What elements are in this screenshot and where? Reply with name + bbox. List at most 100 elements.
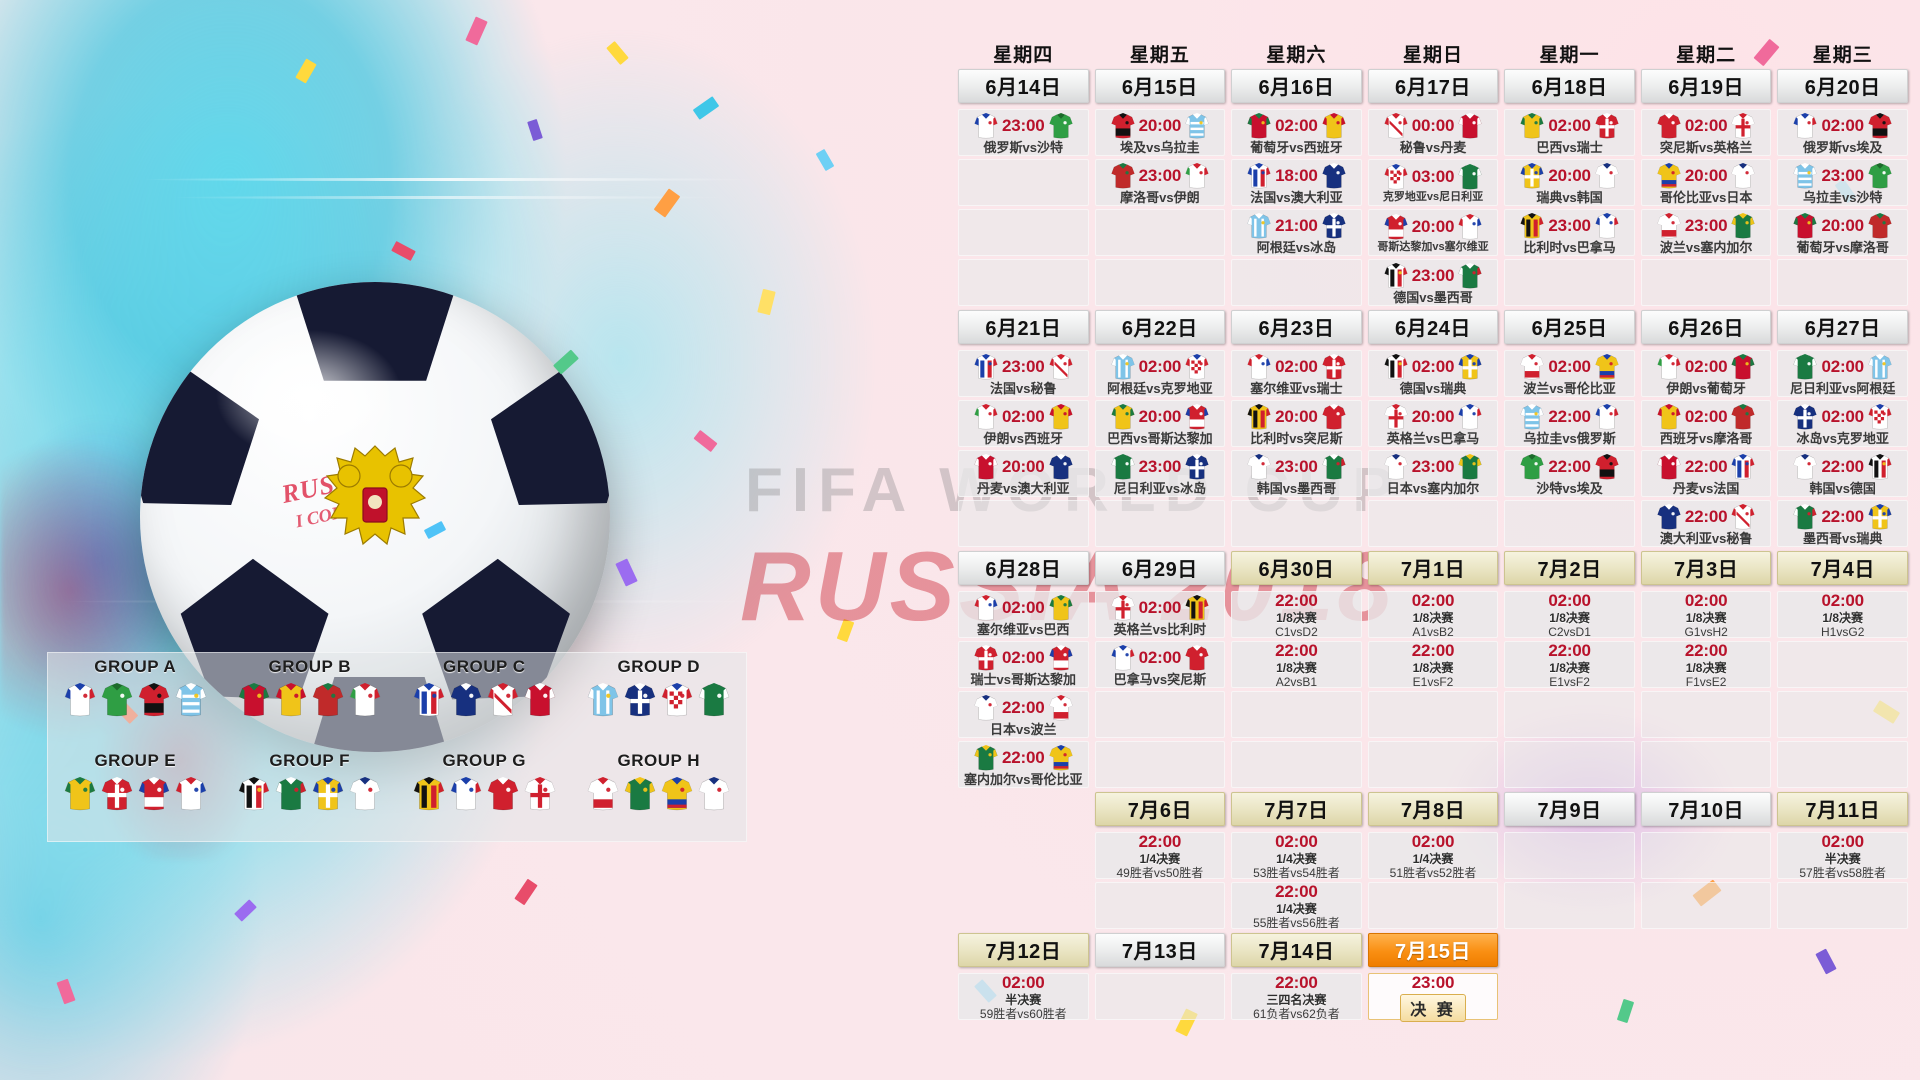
- match-cell[interactable]: 22:00 韩国vs德国: [1777, 450, 1908, 497]
- match-cell[interactable]: 00:00 秘鲁vs丹麦: [1367, 109, 1499, 156]
- date-label[interactable]: 6月20日: [1777, 69, 1908, 103]
- group-panel-group-h[interactable]: GROUP H: [572, 747, 747, 841]
- date-label[interactable]: 6月26日: [1640, 310, 1772, 344]
- match-cell[interactable]: 22:00 1/4决赛 55胜者vs56胜者: [1231, 882, 1362, 930]
- match-cell[interactable]: 02:00 半决赛 57胜者vs58胜者: [1777, 832, 1908, 880]
- match-cell[interactable]: 02:00 尼日利亚vs阿根廷: [1777, 350, 1908, 397]
- match-cell[interactable]: 20:00 英格兰vs巴拿马: [1367, 400, 1499, 447]
- match-cell[interactable]: 02:00 葡萄牙vs西班牙: [1231, 109, 1362, 156]
- match-cell[interactable]: 23:00 俄罗斯vs沙特: [958, 109, 1089, 156]
- date-label[interactable]: 6月18日: [1504, 69, 1635, 103]
- match-cell[interactable]: 20:00 丹麦vs澳大利亚: [958, 450, 1089, 497]
- date-label[interactable]: 6月30日: [1231, 551, 1362, 585]
- date-label[interactable]: 6月17日: [1367, 69, 1499, 103]
- match-cell[interactable]: 02:00 半决赛 59胜者vs60胜者: [958, 973, 1089, 1021]
- match-cell[interactable]: 23:00 德国vs墨西哥: [1367, 259, 1499, 306]
- match-cell[interactable]: 02:00 西班牙vs摩洛哥: [1640, 400, 1772, 447]
- date-label[interactable]: 6月23日: [1231, 310, 1362, 344]
- match-cell[interactable]: 20:00 巴西vs哥斯达黎加: [1094, 400, 1226, 447]
- match-cell[interactable]: 22:00 沙特vs埃及: [1504, 450, 1635, 497]
- date-label[interactable]: 6月19日: [1640, 69, 1772, 103]
- match-cell[interactable]: 02:00 巴拿马vs突尼斯: [1094, 641, 1226, 688]
- match-cell[interactable]: 02:00 伊朗vs葡萄牙: [1640, 350, 1772, 397]
- match-cell[interactable]: 23:00 决 赛: [1367, 973, 1499, 1022]
- match-cell[interactable]: 23:00 乌拉圭vs沙特: [1777, 159, 1908, 206]
- date-label[interactable]: 7月2日: [1504, 551, 1635, 585]
- match-cell[interactable]: 02:00 塞尔维亚vs瑞士: [1231, 350, 1362, 397]
- group-panel-group-a[interactable]: GROUP A: [48, 653, 223, 747]
- match-cell[interactable]: 23:00 摩洛哥vs伊朗: [1094, 159, 1226, 206]
- match-cell[interactable]: 20:00 比利时vs突尼斯: [1231, 400, 1362, 447]
- group-panel-group-g[interactable]: GROUP G: [397, 747, 572, 841]
- match-cell[interactable]: 02:00 突尼斯vs英格兰: [1640, 109, 1772, 156]
- match-cell[interactable]: 02:00 塞尔维亚vs巴西: [958, 591, 1089, 638]
- match-cell[interactable]: 22:00 日本vs波兰: [958, 691, 1089, 738]
- match-cell[interactable]: 02:00 德国vs瑞典: [1367, 350, 1499, 397]
- match-cell[interactable]: 22:00 墨西哥vs瑞典: [1777, 500, 1908, 547]
- match-cell[interactable]: 23:00 尼日利亚vs冰岛: [1094, 450, 1226, 497]
- match-cell[interactable]: 02:00 1/4决赛 53胜者vs54胜者: [1231, 832, 1362, 880]
- match-cell[interactable]: 23:00 波兰vs塞内加尔: [1640, 209, 1772, 256]
- date-label[interactable]: 6月16日: [1231, 69, 1362, 103]
- group-panel-group-f[interactable]: GROUP F: [223, 747, 398, 841]
- date-label[interactable]: 6月29日: [1094, 551, 1226, 585]
- group-panel-group-c[interactable]: GROUP C: [397, 653, 572, 747]
- date-label[interactable]: 6月24日: [1367, 310, 1499, 344]
- date-label[interactable]: 7月11日: [1777, 792, 1908, 826]
- match-cell[interactable]: 02:00 1/8决赛 H1vsG2: [1777, 591, 1908, 639]
- match-cell[interactable]: 02:00 1/4决赛 51胜者vs52胜者: [1367, 832, 1499, 880]
- date-label[interactable]: 6月14日: [958, 69, 1089, 103]
- date-label[interactable]: 7月1日: [1367, 551, 1499, 585]
- match-cell[interactable]: 02:00 伊朗vs西班牙: [958, 400, 1089, 447]
- match-cell[interactable]: 20:00 瑞典vs韩国: [1504, 159, 1635, 206]
- group-panel-group-d[interactable]: GROUP D: [572, 653, 747, 747]
- date-label[interactable]: 6月25日: [1504, 310, 1635, 344]
- date-label[interactable]: 7月10日: [1640, 792, 1772, 826]
- match-cell[interactable]: 02:00 英格兰vs比利时: [1094, 591, 1226, 638]
- date-label[interactable]: 6月22日: [1094, 310, 1226, 344]
- match-cell[interactable]: 02:00 俄罗斯vs埃及: [1777, 109, 1908, 156]
- group-panel-group-e[interactable]: GROUP E: [48, 747, 223, 841]
- match-cell[interactable]: 02:00 1/8决赛 A1vsB2: [1367, 591, 1499, 639]
- match-cell[interactable]: 02:00 1/8决赛 C2vsD1: [1504, 591, 1635, 639]
- date-label[interactable]: 7月4日: [1777, 551, 1908, 585]
- date-label[interactable]: 6月21日: [958, 310, 1089, 344]
- match-cell[interactable]: 23:00 日本vs塞内加尔: [1367, 450, 1499, 497]
- match-cell[interactable]: 22:00 1/8决赛 A2vsB1: [1231, 641, 1362, 689]
- date-label[interactable]: 6月28日: [958, 551, 1089, 585]
- match-cell[interactable]: 23:00 法国vs秘鲁: [958, 350, 1089, 397]
- date-label[interactable]: 7月15日: [1367, 933, 1499, 967]
- date-label[interactable]: 7月13日: [1094, 933, 1226, 967]
- match-cell[interactable]: 02:00 冰岛vs克罗地亚: [1777, 400, 1908, 447]
- match-cell[interactable]: 22:00 1/4决赛 49胜者vs50胜者: [1094, 832, 1226, 880]
- date-label[interactable]: 7月9日: [1504, 792, 1635, 826]
- date-label[interactable]: 7月7日: [1231, 792, 1362, 826]
- date-label[interactable]: 7月12日: [958, 933, 1089, 967]
- match-cell[interactable]: 20:00 哥斯达黎加vs塞尔维亚: [1367, 209, 1499, 256]
- date-label[interactable]: 7月14日: [1231, 933, 1362, 967]
- group-panel-group-b[interactable]: GROUP B: [223, 653, 398, 747]
- match-cell[interactable]: 18:00 法国vs澳大利亚: [1231, 159, 1362, 206]
- match-cell[interactable]: 02:00 瑞士vs哥斯达黎加: [958, 641, 1089, 688]
- match-cell[interactable]: 22:00 塞内加尔vs哥伦比亚: [958, 741, 1089, 788]
- match-cell[interactable]: 22:00 丹麦vs法国: [1640, 450, 1772, 497]
- match-cell[interactable]: 02:00 1/8决赛 G1vsH2: [1640, 591, 1772, 639]
- match-cell[interactable]: 23:00 比利时vs巴拿马: [1504, 209, 1635, 256]
- date-label[interactable]: 6月15日: [1094, 69, 1226, 103]
- match-cell[interactable]: 21:00 阿根廷vs冰岛: [1231, 209, 1362, 256]
- match-cell[interactable]: 02:00 巴西vs瑞士: [1504, 109, 1635, 156]
- match-cell[interactable]: 23:00 韩国vs墨西哥: [1231, 450, 1362, 497]
- match-cell[interactable]: 20:00 葡萄牙vs摩洛哥: [1777, 209, 1908, 256]
- match-cell[interactable]: 22:00 乌拉圭vs俄罗斯: [1504, 400, 1635, 447]
- match-cell[interactable]: 22:00 三四名决赛 61负者vs62负者: [1231, 973, 1362, 1021]
- match-cell[interactable]: 22:00 1/8决赛 E1vsF2: [1504, 641, 1635, 689]
- date-label[interactable]: 6月27日: [1777, 310, 1908, 344]
- date-label[interactable]: 7月8日: [1367, 792, 1499, 826]
- date-label[interactable]: 7月6日: [1094, 792, 1226, 826]
- date-label[interactable]: 7月3日: [1640, 551, 1772, 585]
- match-cell[interactable]: 03:00 克罗地亚vs尼日利亚: [1367, 159, 1499, 206]
- match-cell[interactable]: 02:00 阿根廷vs克罗地亚: [1094, 350, 1226, 397]
- match-cell[interactable]: 20:00 埃及vs乌拉圭: [1094, 109, 1226, 156]
- match-cell[interactable]: 22:00 1/8决赛 F1vsE2: [1640, 641, 1772, 689]
- match-cell[interactable]: 02:00 波兰vs哥伦比亚: [1504, 350, 1635, 397]
